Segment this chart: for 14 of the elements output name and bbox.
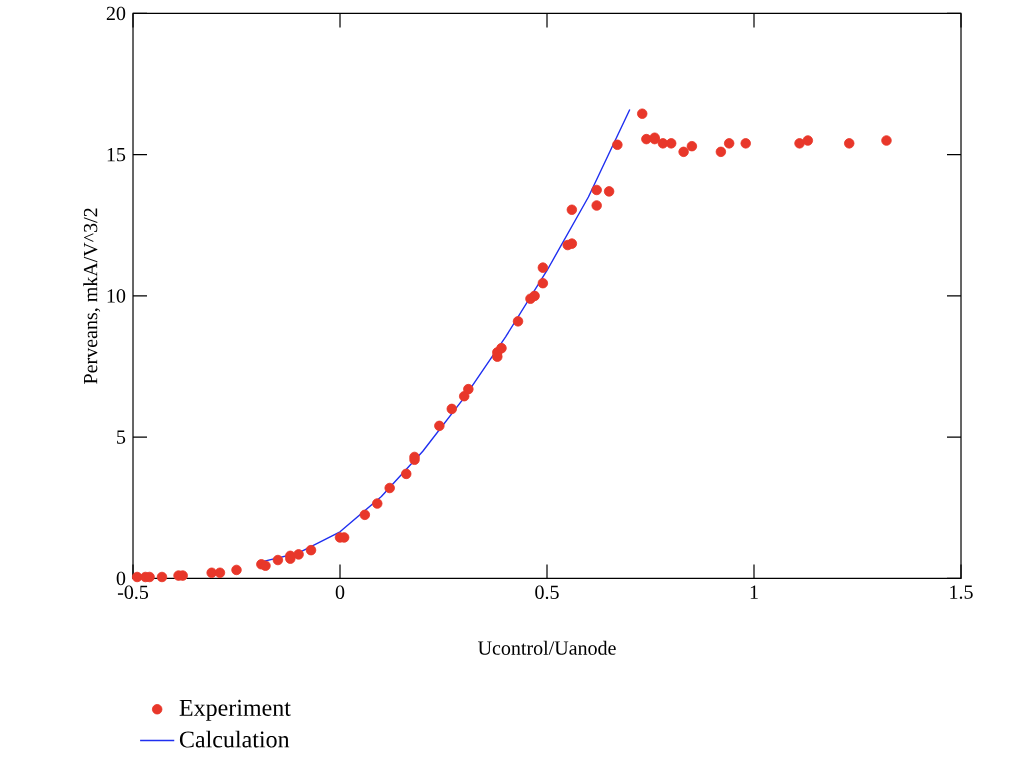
y-tick-label: 0 bbox=[116, 571, 126, 585]
legend-label: Experiment bbox=[179, 699, 291, 721]
x-tick-label: 1 bbox=[750, 585, 758, 599]
y-tick-label: 20 bbox=[106, 6, 126, 20]
legend-label: Calculation bbox=[179, 730, 290, 748]
x-tick-label: 0 bbox=[335, 585, 345, 599]
y-tick-label: 15 bbox=[107, 147, 126, 162]
y-axis-title: Perveans, mkA/V^3/2 bbox=[83, 208, 101, 384]
x-tick-label: -0.5 bbox=[117, 585, 149, 599]
x-tick-label: 1.5 bbox=[950, 585, 973, 599]
x-axis-title: Ucontrol/Uanode bbox=[477, 640, 616, 655]
x-tick-label: 0.5 bbox=[535, 585, 559, 599]
y-tick-label: 10 bbox=[107, 288, 126, 303]
y-tick-label: 5 bbox=[117, 430, 126, 444]
